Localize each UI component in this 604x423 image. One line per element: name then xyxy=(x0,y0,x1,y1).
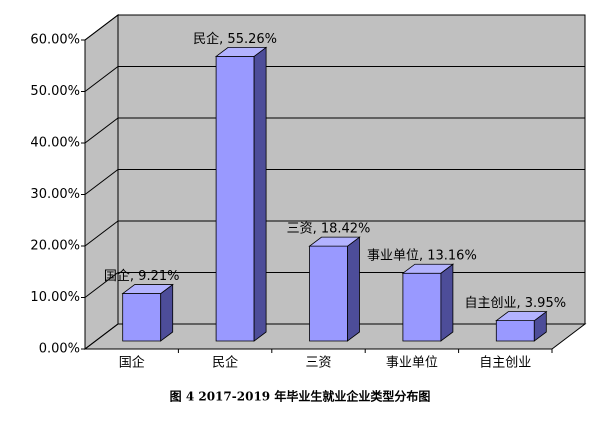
data-label: 自主创业, 3.95% xyxy=(465,296,567,311)
y-tick-label: 20.00% xyxy=(30,239,80,254)
bar-side xyxy=(253,46,267,342)
bar xyxy=(495,310,548,342)
chart-caption: 图 4 2017-2019 年毕业生就业企业类型分布图 xyxy=(170,389,431,404)
bar-top xyxy=(214,47,268,57)
x-tick-label: 事业单位 xyxy=(386,356,438,371)
bar-top xyxy=(401,263,455,274)
grid-line xyxy=(84,66,585,92)
grid-line xyxy=(84,14,585,41)
bar-top xyxy=(495,311,548,322)
data-label: 民企, 55.26% xyxy=(193,31,277,47)
bar xyxy=(214,46,268,342)
bar xyxy=(121,283,174,342)
bar-front xyxy=(402,272,442,342)
data-label: 三资, 18.42% xyxy=(287,222,371,237)
bar-front xyxy=(309,245,348,342)
bar xyxy=(308,236,361,342)
bar xyxy=(401,263,455,342)
grid-line xyxy=(84,117,585,144)
grid-line xyxy=(84,169,585,195)
bar-side xyxy=(160,283,174,342)
bar-top xyxy=(308,236,361,247)
bar-side xyxy=(440,263,454,342)
y-tick-label: 50.00% xyxy=(30,84,80,99)
bar-front xyxy=(122,293,162,342)
bar-front xyxy=(495,320,535,342)
y-tick-label: 60.00% xyxy=(30,33,80,48)
data-label: 事业单位, 13.16% xyxy=(367,249,477,264)
y-tick-label: 0.00% xyxy=(39,342,80,357)
bar-front xyxy=(215,56,255,342)
y-tick-label: 10.00% xyxy=(30,290,80,305)
bar-side xyxy=(347,236,360,342)
x-tick-label: 三资 xyxy=(305,356,331,371)
x-tick-label: 国企 xyxy=(119,355,145,371)
y-tick-label: 40.00% xyxy=(30,136,80,151)
data-label: 国企, 9.21% xyxy=(104,268,180,284)
grid-line xyxy=(84,220,585,247)
bar-top xyxy=(121,284,174,294)
y-tick-label: 30.00% xyxy=(30,187,80,202)
x-tick-label: 民企 xyxy=(212,355,238,371)
x-tick-label: 自主创业 xyxy=(479,356,531,371)
